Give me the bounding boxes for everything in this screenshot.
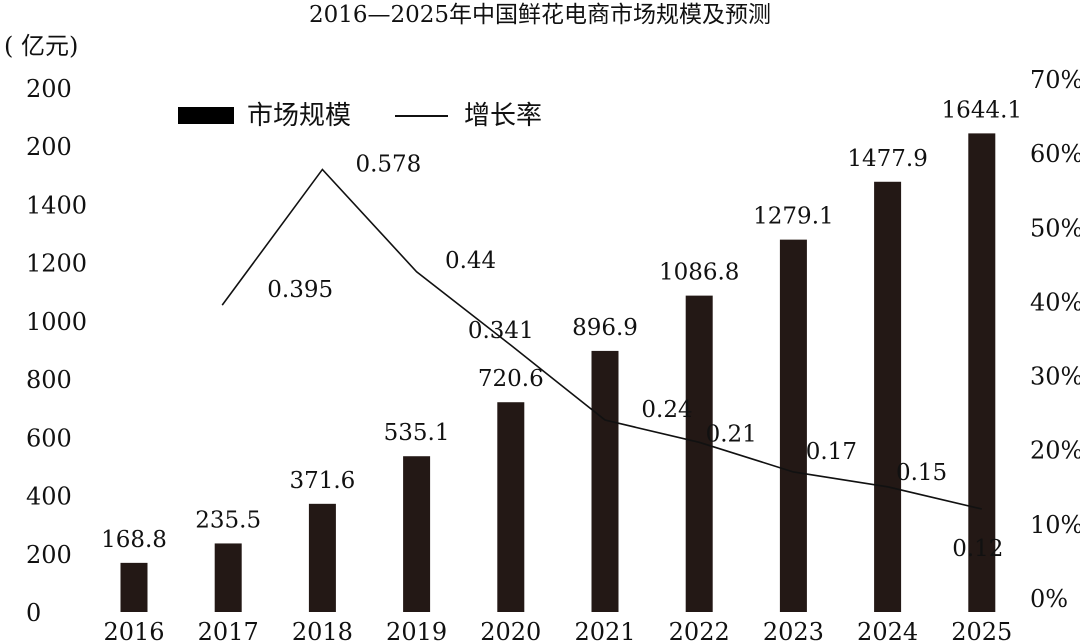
bar-data-label: 235.5 bbox=[195, 507, 261, 533]
growth-rate-line bbox=[221, 168, 982, 510]
y2-tick-label: 30% bbox=[1030, 363, 1080, 391]
line-data-label: 0.24 bbox=[641, 397, 692, 423]
y2-tick-label: 50% bbox=[1030, 214, 1080, 242]
y2-tick-label: 20% bbox=[1030, 437, 1080, 465]
y-tick-label: 200 bbox=[26, 541, 72, 569]
bar-data-label: 720.6 bbox=[478, 366, 544, 392]
bar bbox=[308, 503, 336, 612]
y-tick-label: 600 bbox=[26, 424, 72, 452]
x-tick-label: 2018 bbox=[292, 618, 353, 644]
x-tick-label: 2017 bbox=[198, 618, 259, 644]
bar-data-label: 371.6 bbox=[289, 468, 355, 494]
x-tick-label: 2022 bbox=[669, 618, 730, 644]
line-data-label: 0.21 bbox=[706, 421, 757, 447]
bar-data-label: 896.9 bbox=[572, 315, 638, 341]
bar-data-label: 1086.8 bbox=[659, 260, 739, 286]
bar-data-label: 168.8 bbox=[101, 527, 167, 553]
y-tick-label: 200 bbox=[26, 75, 72, 103]
line-data-label: 0.17 bbox=[806, 439, 857, 465]
bar-data-labels: 168.8 235.5 371.6 535.1 720.6 896.9 1086.8 1279… bbox=[101, 97, 1022, 552]
bar bbox=[403, 456, 431, 612]
line-data-labels: 0.395 0.578 0.44 0.341 0.24 0.21 0.17 0.15 0.12 bbox=[267, 151, 1003, 562]
y-tick-label: 800 bbox=[26, 366, 72, 394]
legend: 市场规模 增长率 bbox=[178, 101, 542, 131]
x-tick-label: 2016 bbox=[103, 618, 164, 644]
y2-tick-label: 0% bbox=[1030, 585, 1068, 613]
x-tick-label: 2019 bbox=[386, 618, 447, 644]
y-tick-label: 1400 bbox=[26, 191, 87, 219]
bar-data-label: 535.1 bbox=[384, 420, 450, 446]
x-tick-label: 2023 bbox=[763, 618, 824, 644]
bar-series bbox=[120, 133, 996, 612]
y2-tick-label: 40% bbox=[1030, 288, 1080, 316]
x-tick-label: 2021 bbox=[574, 618, 635, 644]
y-tick-label: 200 bbox=[26, 133, 72, 161]
y-tick-label: 1200 bbox=[26, 250, 87, 278]
bar bbox=[497, 402, 525, 612]
bar bbox=[591, 350, 619, 612]
bar-data-label: 1477.9 bbox=[847, 146, 927, 172]
y2-tick-label: 10% bbox=[1030, 511, 1080, 539]
bar bbox=[214, 543, 242, 612]
legend-bar-swatch bbox=[178, 107, 234, 124]
bar-data-label: 1279.1 bbox=[753, 204, 833, 230]
line-data-label: 0.44 bbox=[445, 248, 496, 274]
y2-tick-label: 60% bbox=[1030, 140, 1080, 168]
line-data-label: 0.395 bbox=[267, 277, 333, 303]
bar-data-label: 1644.1 bbox=[942, 97, 1022, 123]
x-tick-label: 2020 bbox=[480, 618, 541, 644]
bar bbox=[968, 133, 996, 612]
legend-label-market-size: 市场规模 bbox=[247, 101, 351, 131]
y-tick-label: 0 bbox=[26, 599, 41, 627]
x-tick-label: 2024 bbox=[857, 618, 918, 644]
line-data-label: 0.12 bbox=[952, 536, 1003, 562]
chart-title: 2016—2025年中国鲜花电商市场规模及预测 bbox=[309, 2, 771, 28]
line-data-label: 0.578 bbox=[355, 151, 421, 177]
y-axis-unit-label: ( 亿元) bbox=[4, 32, 78, 60]
bar bbox=[874, 181, 902, 612]
y-tick-label: 400 bbox=[26, 483, 72, 511]
y-axis-right: 0% 10% 20% 30% 40% 50% 60% 70% bbox=[1030, 66, 1080, 613]
bar bbox=[685, 295, 713, 612]
y-axis-left: 0 200 400 600 800 1000 1200 1400 200 200 bbox=[26, 75, 87, 627]
legend-label-growth-rate: 增长率 bbox=[464, 101, 542, 131]
y2-tick-label: 70% bbox=[1030, 66, 1080, 94]
line-data-label: 0.15 bbox=[896, 460, 947, 486]
line-series bbox=[221, 168, 982, 510]
x-tick-label: 2025 bbox=[951, 618, 1012, 644]
x-axis: 2016 2017 2018 2019 2020 2021 2022 2023 2024 2025 bbox=[103, 618, 1012, 644]
line-data-label: 0.341 bbox=[468, 318, 534, 344]
y-tick-label: 1000 bbox=[26, 308, 87, 336]
bar bbox=[120, 562, 148, 612]
bar bbox=[779, 239, 807, 612]
